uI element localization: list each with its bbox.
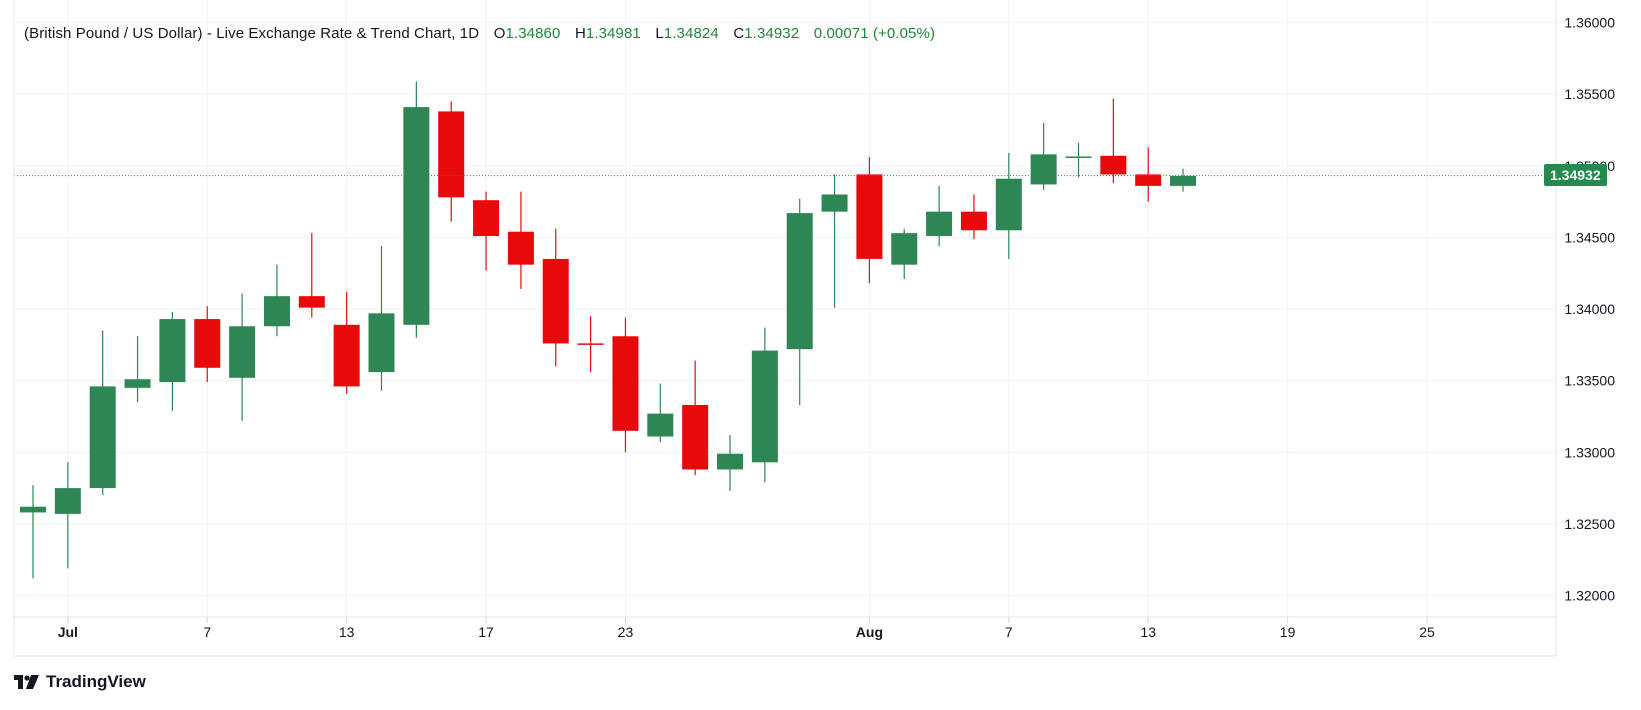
candle-body-down <box>612 336 639 431</box>
tradingview-logo-icon <box>14 675 39 689</box>
candle-body-down <box>577 343 604 345</box>
candle-body-up <box>751 350 778 463</box>
legend-open-label: O <box>493 25 506 42</box>
candle-body-up <box>54 488 81 514</box>
candle-body-up <box>926 211 953 237</box>
y-tick-label: 1.34500 <box>1564 229 1615 245</box>
legend-change: 0.00071 <box>813 25 869 42</box>
chart-legend: (British Pound / US Dollar) - Live Excha… <box>24 25 935 42</box>
candle-body-down <box>438 111 465 198</box>
legend-low: 1.34824 <box>663 25 719 42</box>
legend-title: (British Pound / US Dollar) - Live Excha… <box>24 25 480 42</box>
candle-body-down <box>333 324 360 387</box>
axes: 1.360001.355001.350001.345001.340001.335… <box>13 0 1615 657</box>
grid <box>14 0 1556 617</box>
candle-body-up <box>263 296 290 327</box>
x-tick-label: Jul <box>58 624 78 640</box>
y-tick-label: 1.36000 <box>1564 15 1615 31</box>
x-tick-label: 13 <box>1140 624 1156 640</box>
y-tick-label: 1.33000 <box>1564 444 1615 460</box>
y-tick-label: 1.32000 <box>1564 588 1615 604</box>
legend-close-label: C <box>733 25 745 42</box>
x-tick-label: 23 <box>618 624 634 640</box>
brand-name: TradingView <box>46 672 146 691</box>
candle-body-down <box>194 319 221 368</box>
legend-high-label: H <box>574 25 586 42</box>
x-tick-label: 17 <box>478 624 494 640</box>
candle-body-up <box>368 313 395 373</box>
candle-body-down <box>473 200 500 237</box>
y-tick-label: 1.33500 <box>1564 373 1615 389</box>
candles <box>14 81 1556 579</box>
x-tick-label: 7 <box>1005 624 1013 640</box>
y-tick-label: 1.32500 <box>1564 516 1615 532</box>
candle-body-down <box>298 296 325 308</box>
tradingview-brand[interactable]: TradingView <box>14 672 146 692</box>
candle-body-down <box>856 174 883 259</box>
candle-body-up <box>891 233 918 265</box>
y-tick-label: 1.35500 <box>1564 86 1615 102</box>
candle-body-down <box>542 258 569 344</box>
candle-body-up <box>403 107 430 325</box>
candle-body-up <box>786 213 813 350</box>
legend-open: 1.34860 <box>505 25 561 42</box>
candle-body-up <box>1170 175 1197 186</box>
candle-body-down <box>682 405 709 470</box>
x-tick-label: Aug <box>856 624 883 640</box>
candle-body-up <box>717 453 743 470</box>
candle-body-up <box>89 386 116 489</box>
legend-high: 1.34981 <box>585 25 641 42</box>
candle-body-up <box>1065 156 1092 158</box>
x-tick-label: 19 <box>1280 624 1296 640</box>
legend-close: 1.34932 <box>744 25 800 42</box>
x-tick-label: 25 <box>1419 624 1435 640</box>
candle-body-up <box>20 506 46 513</box>
candle-body-down <box>960 211 987 231</box>
x-tick-label: 13 <box>339 624 355 640</box>
candle-body-up <box>124 379 151 388</box>
legend-low-label: L <box>655 25 664 42</box>
candle-body-up <box>229 326 256 378</box>
candle-body-down <box>1100 155 1127 175</box>
candle-body-up <box>1030 154 1057 185</box>
last-price-badge: 1.34932 <box>1544 163 1607 186</box>
candle-body-down <box>507 231 534 265</box>
legend-change-pct: (+0.05%) <box>872 25 936 42</box>
x-tick-label: 7 <box>203 624 211 640</box>
candle-body-up <box>995 178 1022 231</box>
candle-body-up <box>821 194 848 212</box>
candle-body-up <box>647 413 674 437</box>
candle-body-down <box>1135 174 1162 186</box>
y-tick-label: 1.34000 <box>1564 301 1615 317</box>
candle-body-up <box>159 319 186 383</box>
